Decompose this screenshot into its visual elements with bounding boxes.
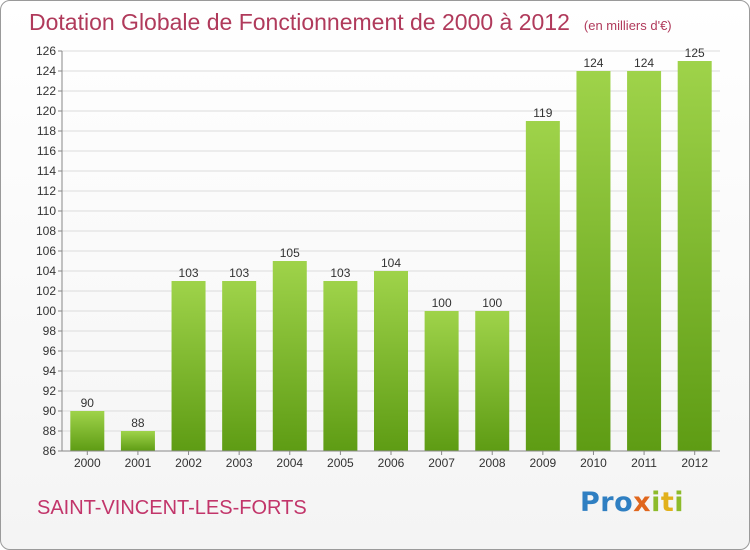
y-tick-label: 122 — [36, 84, 56, 98]
bar-value-label: 103 — [229, 266, 249, 280]
bar — [120, 431, 155, 451]
bar-value-label: 104 — [381, 256, 401, 270]
x-tick-label: 2000 — [74, 456, 101, 470]
y-tick-label: 108 — [36, 224, 56, 238]
x-tick-label: 2002 — [175, 456, 202, 470]
y-tick-label: 94 — [43, 364, 57, 378]
x-tick-label: 2003 — [226, 456, 253, 470]
logo-part: t — [660, 487, 675, 518]
bar-value-label: 119 — [533, 106, 552, 120]
y-tick-label: 124 — [36, 64, 56, 78]
bar-value-label: 100 — [482, 296, 502, 310]
bar-value-label: 105 — [280, 246, 300, 260]
logo-part: Pro — [580, 487, 634, 518]
bar-value-label: 100 — [432, 296, 452, 310]
x-tick-label: 2012 — [681, 456, 708, 470]
y-tick-label: 118 — [37, 124, 56, 138]
logo-part: i — [674, 487, 685, 518]
bar-value-label: 125 — [685, 46, 705, 60]
logo-part: i — [651, 487, 661, 518]
x-tick-label: 2006 — [378, 456, 405, 470]
bar-value-label: 90 — [81, 396, 95, 410]
x-tick-label: 2011 — [631, 456, 657, 470]
bar — [576, 71, 611, 451]
bar — [171, 281, 206, 451]
bar — [222, 281, 257, 451]
y-tick-label: 116 — [37, 144, 56, 158]
proxiti-logo: Proxiti — [580, 487, 684, 518]
bar-value-label: 88 — [131, 416, 145, 430]
y-tick-label: 114 — [37, 164, 56, 178]
axes: 86 88 90 92 94 96 98 100 102 104 106 108 110 112 114 11… — [36, 44, 720, 470]
y-tick-label: 90 — [43, 404, 57, 418]
y-tick-label: 96 — [43, 344, 57, 358]
bar — [272, 261, 307, 451]
x-tick-label: 2009 — [529, 456, 556, 470]
y-tick-label: 110 — [37, 204, 56, 218]
bar — [627, 71, 662, 451]
y-tick-label: 98 — [43, 324, 57, 338]
bar — [70, 411, 105, 451]
y-tick-label: 120 — [36, 104, 56, 118]
bar-value-label: 124 — [583, 56, 603, 70]
y-tick-label: 126 — [36, 44, 56, 58]
chart-subtitle: (en milliers d'€) — [583, 18, 672, 33]
y-tick-label: 106 — [36, 244, 56, 258]
bar — [374, 271, 408, 451]
x-tick-label: 2004 — [276, 456, 303, 470]
x-tick-label: 2008 — [479, 456, 506, 470]
logo-part: x — [633, 487, 652, 518]
bar — [525, 121, 560, 451]
y-tick-label: 92 — [43, 384, 57, 398]
bar-value-label: 103 — [179, 266, 199, 280]
x-tick-label: 2005 — [327, 456, 354, 470]
chart-title-text: Dotation Globale de Fonctionnement de 20… — [29, 9, 570, 35]
place-name: SAINT-VINCENT-LES-FORTS — [37, 497, 307, 519]
bar-value-label: 103 — [330, 266, 350, 280]
y-tick-label: 88 — [43, 424, 57, 438]
y-tick-label: 112 — [37, 184, 56, 198]
y-tick-label: 100 — [36, 304, 56, 318]
x-tick-label: 2010 — [580, 456, 607, 470]
bar — [323, 281, 358, 451]
bar — [677, 61, 712, 451]
x-tick-label: 2001 — [125, 456, 152, 470]
bars: 90 88 103 103 105 103 104 100 100 119 124 124 125 — [70, 46, 712, 451]
bar-value-label: 124 — [634, 56, 654, 70]
y-tick-label: 86 — [43, 444, 57, 458]
y-tick-label: 104 — [36, 264, 56, 278]
chart-title: Dotation Globale de Fonctionnement de 20… — [29, 9, 672, 36]
x-tick-label: 2007 — [428, 456, 455, 470]
bar — [475, 311, 510, 451]
bar — [424, 311, 459, 451]
y-tick-label: 102 — [36, 284, 56, 298]
